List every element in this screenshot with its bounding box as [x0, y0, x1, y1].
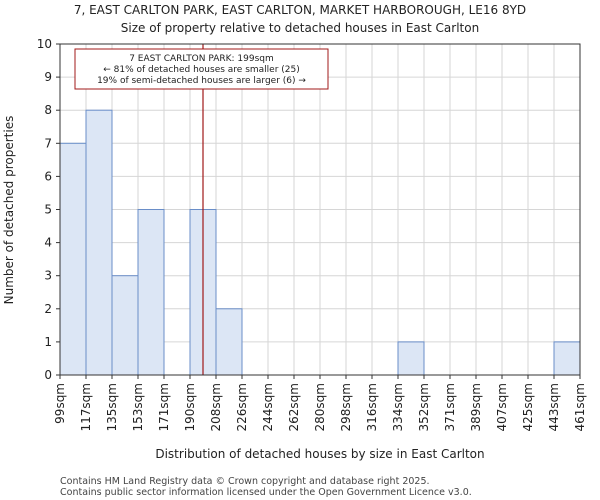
xtick-label-244sqm: 244sqm — [261, 383, 275, 431]
xtick-label-389sqm: 389sqm — [469, 383, 483, 431]
ytick-label-10: 10 — [37, 37, 52, 51]
marker-annotation: 7 EAST CARLTON PARK: 199sqm ← 81% of det… — [74, 48, 329, 90]
ytick-label-2: 2 — [44, 302, 52, 316]
bar-117sqm — [85, 109, 113, 376]
annotation-line-1: 7 EAST CARLTON PARK: 199sqm — [129, 54, 274, 64]
xtick-label-443sqm: 443sqm — [547, 383, 561, 431]
bar-135sqm — [111, 275, 139, 376]
annotation-box — [74, 48, 329, 90]
xtick-label-461sqm: 461sqm — [573, 383, 587, 431]
xtick-label-171sqm: 171sqm — [157, 383, 171, 431]
bar-153sqm — [137, 209, 165, 376]
xtick-label-352sqm: 352sqm — [417, 383, 431, 431]
x-axis-label: Distribution of detached houses by size … — [155, 447, 484, 461]
ytick-label-9: 9 — [44, 70, 52, 84]
annotation-line-2: ← 81% of detached houses are smaller (25… — [103, 65, 300, 75]
ytick-label-4: 4 — [44, 236, 52, 250]
chart-subtitle: Size of property relative to detached ho… — [121, 21, 479, 35]
bar-99sqm — [59, 142, 87, 376]
bar-208sqm — [215, 308, 243, 376]
xtick-label-262sqm: 262sqm — [287, 383, 301, 431]
chart-title: 7, EAST CARLTON PARK, EAST CARLTON, MARK… — [74, 3, 526, 17]
x-axis-ticks: 99sqm 117sqm 135sqm 153sqm 171sqm 190sqm 208sq… — [53, 375, 587, 431]
xtick-label-280sqm: 280sqm — [313, 383, 327, 431]
xtick-label-298sqm: 298sqm — [339, 383, 353, 431]
footer-licence: Contains public sector information licen… — [60, 487, 472, 498]
ytick-label-8: 8 — [44, 103, 52, 117]
xtick-label-208sqm: 208sqm — [209, 383, 223, 431]
ytick-label-5: 5 — [44, 203, 52, 217]
bar-334sqm — [397, 341, 425, 376]
y-axis-label: Number of detached properties — [2, 116, 16, 305]
xtick-label-371sqm: 371sqm — [443, 383, 457, 431]
xtick-label-316sqm: 316sqm — [365, 383, 379, 431]
xtick-label-334sqm: 334sqm — [391, 383, 405, 431]
ytick-label-6: 6 — [44, 169, 52, 183]
footer-copyright: Contains HM Land Registry data © Crown c… — [60, 476, 430, 487]
ytick-label-0: 0 — [44, 368, 52, 382]
bar-443sqm — [553, 341, 581, 376]
xtick-label-117sqm: 117sqm — [79, 383, 93, 431]
y-axis-ticks: 0 1 2 3 4 5 6 7 8 9 10 — [37, 37, 60, 382]
xtick-label-190sqm: 190sqm — [183, 383, 197, 431]
ytick-label-3: 3 — [44, 269, 52, 283]
xtick-label-407sqm: 407sqm — [495, 383, 509, 431]
ytick-label-7: 7 — [44, 136, 52, 150]
xtick-label-99sqm: 99sqm — [53, 383, 67, 424]
xtick-label-153sqm: 153sqm — [131, 383, 145, 431]
xtick-label-135sqm: 135sqm — [105, 383, 119, 431]
xtick-label-226sqm: 226sqm — [235, 383, 249, 431]
ytick-label-1: 1 — [44, 335, 52, 349]
xtick-label-425sqm: 425sqm — [521, 383, 535, 431]
annotation-line-3: 19% of semi-detached houses are larger (… — [97, 76, 306, 86]
